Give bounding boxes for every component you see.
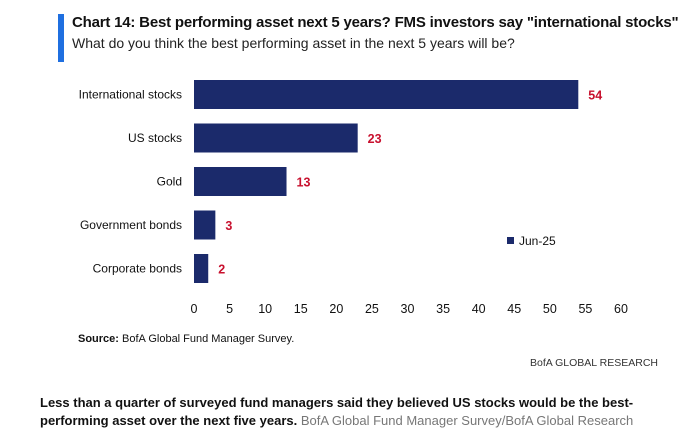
- bar: [194, 80, 579, 109]
- title-accent-bar: [58, 14, 64, 62]
- x-tick-label: 5: [226, 302, 233, 316]
- bar: [194, 254, 209, 283]
- caption-credit: BofA Global Fund Manager Survey/BofA Glo…: [300, 413, 634, 428]
- x-tick-label: 60: [614, 302, 628, 316]
- bar: [194, 210, 216, 240]
- x-tick-label: 30: [401, 302, 415, 316]
- data-label: 13: [297, 176, 311, 190]
- data-label: 23: [368, 132, 382, 146]
- data-label: 54: [588, 89, 602, 103]
- x-tick-label: 25: [365, 302, 379, 316]
- x-tick-label: 55: [578, 302, 592, 316]
- x-tick-label: 50: [543, 302, 557, 316]
- bar: [194, 167, 287, 196]
- article-caption: Less than a quarter of surveyed fund man…: [40, 394, 660, 430]
- x-tick-label: 45: [507, 302, 521, 316]
- legend-label: Jun-25: [519, 234, 556, 248]
- x-tick-label: 0: [191, 302, 198, 316]
- chart-subtitle: What do you think the best performing as…: [72, 35, 515, 51]
- data-label: 3: [225, 219, 232, 233]
- x-tick-label: 20: [329, 302, 343, 316]
- bar: [194, 123, 358, 153]
- chart-title: Chart 14: Best performing asset next 5 y…: [72, 14, 679, 31]
- x-tick-label: 40: [472, 302, 486, 316]
- data-label: 2: [218, 263, 225, 277]
- brand-label: BofA GLOBAL RESEARCH: [530, 357, 658, 369]
- source-label: Source:: [78, 333, 119, 345]
- source-note: Source: BofA Global Fund Manager Survey.: [78, 333, 294, 345]
- x-tick-label: 35: [436, 302, 450, 316]
- category-label: US stocks: [128, 131, 182, 145]
- category-label: Gold: [157, 175, 182, 189]
- category-label: Corporate bonds: [93, 262, 182, 276]
- caption-text: Less than a quarter of surveyed fund man…: [40, 395, 634, 428]
- x-tick-label: 15: [294, 302, 308, 316]
- source-text: BofA Global Fund Manager Survey.: [122, 333, 295, 345]
- legend-swatch: [507, 237, 514, 244]
- x-tick-label: 10: [258, 302, 272, 316]
- category-label: International stocks: [79, 88, 182, 102]
- category-label: Government bonds: [80, 218, 182, 232]
